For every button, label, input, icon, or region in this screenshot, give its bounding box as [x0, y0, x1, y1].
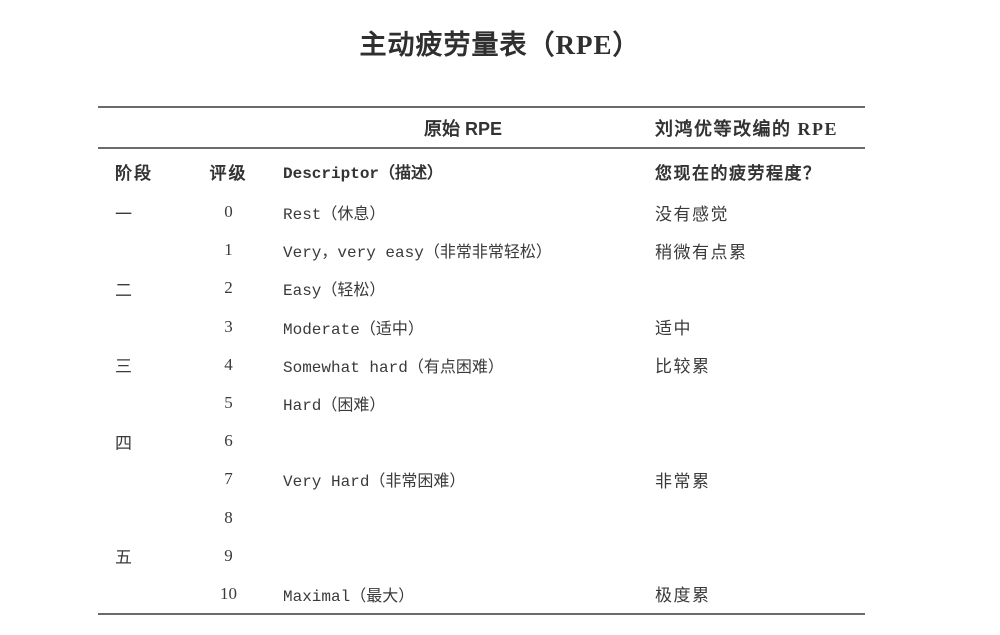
column-header-descriptor: Descriptor（描述） — [283, 165, 444, 183]
table-row: 二 2 Easy（轻松） — [98, 269, 865, 307]
group-header-row: 原始 RPE 刘鸿优等改编的 RPE — [98, 108, 865, 149]
table-row: 10 Maximal（最大） 极度累 — [98, 575, 865, 613]
fatigue-cell: 非常累 — [655, 471, 711, 491]
rating-cell: 0 — [224, 202, 233, 222]
rpe-scale-table: 原始 RPE 刘鸿优等改编的 RPE 阶段 评级 Descriptor（描述） … — [98, 106, 865, 616]
table-row: 3 Moderate（适中） 适中 — [98, 308, 865, 346]
column-header-row: 阶段 评级 Descriptor（描述） 您现在的疲劳程度？ — [98, 149, 865, 193]
table-row: 三 4 Somewhat hard（有点困难） 比较累 — [98, 346, 865, 384]
rating-cell: 8 — [224, 507, 233, 527]
descriptor-cell: Easy（轻松） — [283, 282, 386, 301]
descriptor-cell: Very Hard（非常困难） — [283, 473, 466, 492]
rating-cell: 1 — [224, 240, 233, 260]
descriptor-cell: Very，very easy（非常非常轻松） — [283, 244, 552, 263]
fatigue-cell: 适中 — [655, 319, 692, 339]
rating-cell: 6 — [224, 431, 233, 451]
rating-cell: 7 — [224, 469, 233, 489]
stage-cell: 二 — [115, 280, 132, 300]
group-header-adapted-rpe: 刘鸿优等改编的 RPE — [655, 118, 838, 139]
stage-cell: 四 — [115, 433, 132, 453]
rating-cell: 2 — [224, 278, 233, 298]
stage-cell: 三 — [115, 357, 132, 377]
table-row: 1 Very，very easy（非常非常轻松） 稍微有点累 — [98, 231, 865, 269]
table-row: 5 Hard（困难） — [98, 384, 865, 422]
descriptor-cell: Somewhat hard（有点困难） — [283, 358, 504, 377]
table-row: 五 9 — [98, 537, 865, 575]
fatigue-cell: 比较累 — [655, 357, 711, 377]
rating-cell: 4 — [224, 354, 233, 374]
page-title: 主动疲劳量表（RPE） — [359, 30, 641, 60]
table-row: 8 — [98, 499, 865, 537]
table-row: 一 0 Rest（休息） 没有感觉 — [98, 193, 865, 231]
descriptor-cell: Moderate（适中） — [283, 320, 424, 339]
group-header-original-rpe: 原始 RPE — [423, 118, 502, 139]
fatigue-cell: 没有感觉 — [655, 204, 729, 224]
column-header-stage: 阶段 — [115, 163, 153, 183]
rating-cell: 5 — [224, 393, 233, 413]
column-header-fatigue: 您现在的疲劳程度？ — [655, 163, 822, 183]
descriptor-cell: Maximal（最大） — [283, 587, 415, 606]
descriptor-cell: Rest（休息） — [283, 206, 386, 225]
rating-cell: 10 — [220, 583, 237, 603]
fatigue-cell: 极度累 — [655, 586, 711, 606]
table-row: 四 6 — [98, 422, 865, 460]
column-header-rating: 评级 — [209, 163, 248, 183]
table-row: 7 Very Hard（非常困难） 非常累 — [98, 460, 865, 498]
descriptor-cell: Hard（困难） — [283, 397, 386, 416]
fatigue-cell: 稍微有点累 — [655, 242, 748, 262]
stage-cell: 一 — [115, 204, 132, 224]
rating-cell: 3 — [224, 316, 233, 336]
stage-cell: 五 — [115, 548, 132, 568]
rating-cell: 9 — [224, 545, 233, 565]
